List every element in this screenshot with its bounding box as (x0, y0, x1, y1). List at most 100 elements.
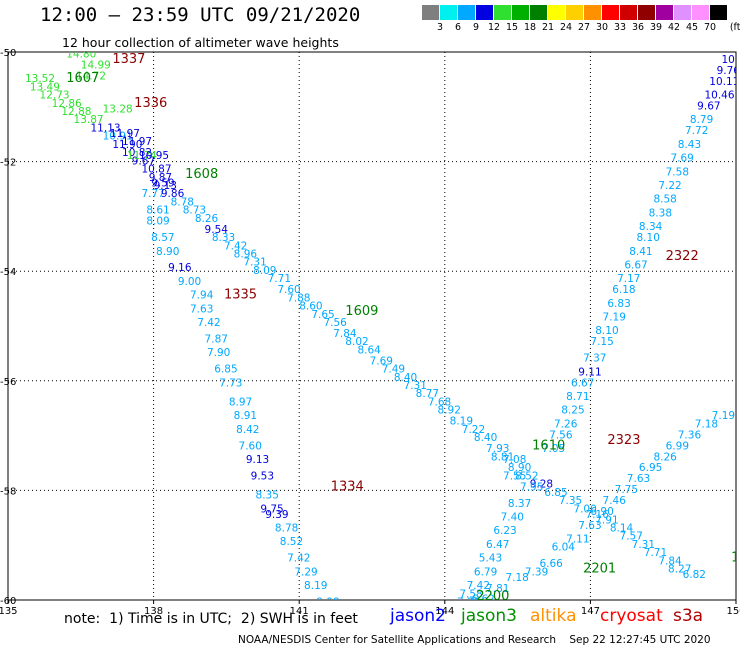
legend-label: 33 (613, 22, 627, 33)
swh-value: 7.18 (505, 572, 528, 584)
swh-value: 9.16 (168, 262, 192, 274)
swh-value: 8.38 (649, 207, 672, 219)
legend-swatch (440, 5, 458, 20)
swh-value: 9.59 (151, 177, 174, 189)
swh-value: 6.99 (666, 440, 689, 452)
swh-value: 8.97 (229, 396, 252, 408)
pass-time-label: 2200 (476, 589, 509, 604)
swh-value: 13.52 (25, 73, 55, 85)
swh-value: 7.63 (627, 473, 650, 485)
legend-label: 27 (577, 22, 591, 33)
swh-value: 8.35 (256, 490, 279, 502)
swh-value: 7.93 (486, 443, 509, 455)
swh-value: 8.78 (171, 196, 194, 208)
swh-value: 9.13 (246, 454, 269, 466)
legend-label: 42 (667, 22, 681, 33)
swh-value: 7.55 (503, 470, 526, 482)
legend-swatch (620, 5, 638, 20)
swh-value: 8.90 (508, 462, 531, 474)
swh-value: 7.94 (190, 290, 214, 302)
swh-value: 8.37 (508, 498, 531, 510)
swh-value: 6.95 (639, 462, 662, 474)
swh-value: 7.40 (501, 512, 524, 524)
satellite-label-altika: altika (530, 606, 577, 626)
swh-value: 8.61 (146, 205, 169, 217)
swh-value: 8.40 (394, 372, 417, 384)
swh-value: 8.41 (629, 246, 652, 258)
swh-value: 6.67 (624, 259, 647, 271)
legend-swatch (638, 5, 656, 20)
legend-swatch (422, 5, 440, 20)
swh-value: 8.78 (275, 523, 298, 535)
legend-swatch (656, 5, 674, 20)
legend-swatch (602, 5, 620, 20)
swh-value: 7.88 (287, 292, 310, 304)
swh-value: 7.08 (503, 454, 526, 466)
swh-value: 8.96 (234, 249, 258, 261)
swh-value: 6.04 (552, 542, 576, 554)
swh-value: 7.19 (603, 312, 626, 324)
swh-value: 8.26 (653, 451, 677, 463)
legend-label: 18 (523, 22, 537, 33)
swh-value: 7.36 (678, 429, 702, 441)
legend-swatch (584, 5, 602, 20)
swh-value: 7.71 (644, 547, 667, 559)
pass-time-label: 1335 (224, 288, 257, 303)
swh-value: 9.39 (265, 509, 288, 521)
pass-time-label: 2322 (666, 249, 699, 264)
swh-value: 7.22 (658, 180, 681, 192)
swh-value: 13.49 (30, 81, 60, 93)
swh-value: 8.25 (561, 405, 584, 417)
page-subtitle: 12 hour collection of altimeter wave hei… (62, 35, 339, 50)
swh-value: 6.23 (493, 525, 516, 537)
swh-value: 8.14 (610, 523, 634, 535)
swh-value: 8.71 (566, 391, 589, 403)
swh-value: 7.42 (197, 317, 220, 329)
swh-value: 8.33 (212, 232, 235, 244)
swh-value: 12.73 (40, 90, 70, 102)
legend-label: 3 (436, 22, 444, 33)
swh-value: 7.37 (583, 353, 606, 365)
swh-value: 11.97 (110, 128, 140, 140)
satellite-label-jason3: jason3 (461, 606, 517, 626)
y-tick-label: -60 (0, 596, 16, 607)
swh-value: 7.56 (323, 317, 347, 329)
swh-value: 8.90 (156, 246, 179, 258)
swh-value: 9.67 (132, 155, 155, 167)
swh-value: 7.39 (525, 566, 548, 578)
swh-value: 8.64 (357, 344, 381, 356)
swh-value: 7.11 (566, 533, 589, 545)
legend-label: 30 (595, 22, 609, 33)
swh-value: 9.76 (717, 65, 740, 77)
swh-value: 7.69 (670, 153, 693, 165)
swh-value: 8.02 (345, 336, 368, 348)
legend-label: 9 (472, 22, 480, 33)
swh-value: 7.95 (520, 481, 543, 493)
legend-label: 39 (649, 22, 663, 33)
swh-value: 7.72 (685, 125, 708, 137)
swh-value: 7.15 (590, 336, 613, 348)
swh-value: 14.80 (66, 48, 96, 60)
legend-swatch (458, 5, 476, 20)
swh-value: 10.46 (704, 90, 734, 102)
swh-value: 8.57 (151, 232, 174, 244)
swh-value: 8.43 (678, 139, 701, 151)
swh-value: 8.92 (438, 405, 461, 417)
units-note: note: 1) Time is in UTC; 2) SWH is in fe… (64, 611, 358, 627)
swh-value: 7.22 (462, 424, 485, 436)
swh-value: 7.63 (578, 520, 601, 532)
swh-value: 9.11 (578, 366, 601, 378)
swh-value: 7.60 (239, 440, 262, 452)
swh-value: 8.34 (639, 221, 663, 233)
swh-value: 11.97 (122, 136, 152, 148)
swh-value: 7.58 (666, 166, 689, 178)
swh-value: 8.09 (253, 265, 276, 277)
pass-time-label: 2323 (607, 433, 640, 448)
swh-value: 7.31 (243, 257, 266, 269)
swh-value: 7.81 (486, 583, 509, 595)
swh-value: 7.77 (141, 188, 164, 200)
swh-value: 6.85 (214, 364, 237, 376)
swh-value: 11.90 (112, 139, 142, 151)
swh-value: 11.74 (127, 150, 157, 162)
